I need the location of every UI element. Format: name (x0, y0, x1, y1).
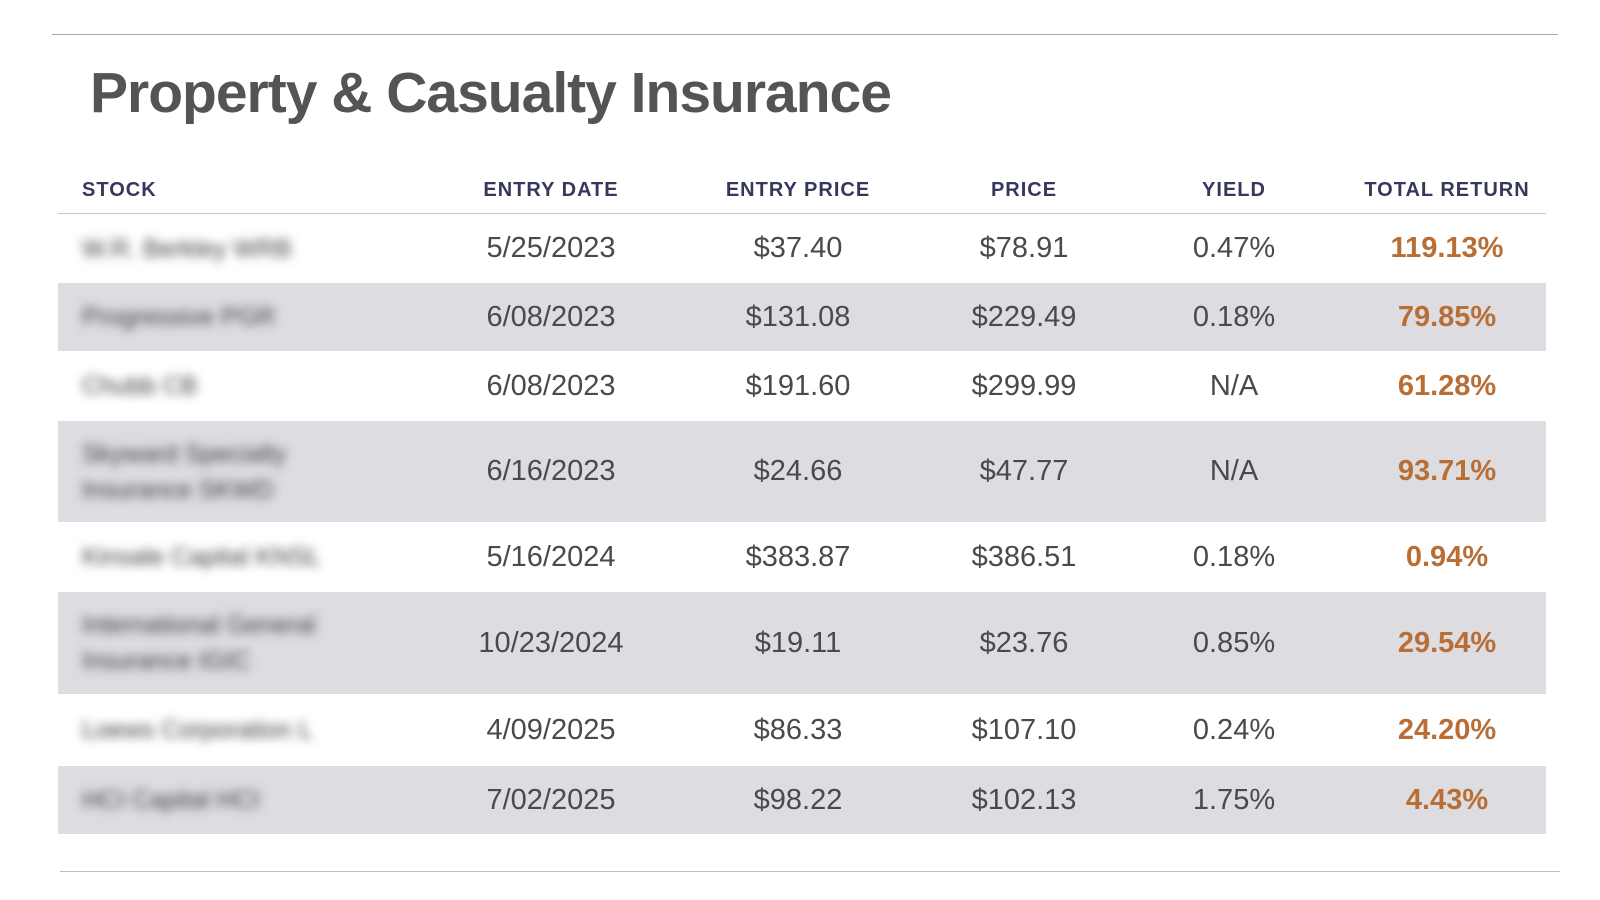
price-cell: $23.76 (979, 626, 1069, 659)
stock-name: W.R. Berkley WRB (82, 234, 292, 263)
price-cell: $386.51 (971, 540, 1077, 573)
entry-date-cell: 7/02/2025 (486, 783, 616, 816)
column-header-entry-date[interactable]: ENTRY DATE (483, 179, 619, 201)
yield-cell: 1.75% (1192, 783, 1276, 816)
price-cell: $102.13 (971, 783, 1077, 816)
entry-date-cell: 4/09/2025 (486, 713, 616, 746)
stock-cell: Progressive PGR (58, 299, 434, 335)
entry-date-cell: 5/25/2023 (486, 232, 616, 264)
column-header-price[interactable]: PRICE (990, 179, 1058, 201)
table-row: HCI Capital HCI 7/02/2025 $98.22 $102.13… (58, 766, 1546, 834)
total-return-cell: 61.28% (1397, 369, 1497, 402)
stock-cell: Kinsale Capital KNSL (58, 539, 434, 575)
yield-cell: 0.18% (1192, 540, 1276, 573)
table-row: Kinsale Capital KNSL 5/16/2024 $383.87 $… (58, 522, 1546, 592)
total-return-cell: 0.94% (1405, 540, 1489, 573)
yield-cell: N/A (1209, 455, 1259, 487)
entry-price-cell: $19.11 (754, 626, 842, 659)
column-header-yield[interactable]: YIELD (1202, 179, 1266, 201)
stock-cell: HCI Capital HCI (58, 782, 434, 818)
stock-cell: W.R. Berkley WRB (58, 231, 434, 267)
entry-price-cell: $86.33 (753, 713, 843, 746)
entry-date-cell: 6/08/2023 (486, 300, 616, 333)
entry-price-cell: $37.40 (753, 232, 843, 264)
yield-cell: 0.24% (1192, 713, 1276, 746)
yield-cell: 0.18% (1192, 300, 1276, 333)
total-return-cell: 93.71% (1397, 455, 1497, 487)
entry-price-cell: $131.08 (745, 300, 851, 333)
column-header-stock[interactable]: STOCK (82, 179, 157, 201)
yield-cell: N/A (1209, 369, 1259, 402)
entry-price-cell: $383.87 (745, 540, 851, 573)
table-row: Loews Corporation L 4/09/2025 $86.33 $10… (58, 694, 1546, 766)
yield-cell: 0.47% (1192, 232, 1276, 264)
stock-cell: Skyward Specialty Insurance SKWD (58, 436, 434, 508)
table-row: Skyward Specialty Insurance SKWD 6/16/20… (58, 421, 1546, 522)
table-row: Chubb CB 6/08/2023 $191.60 $299.99 N/A 6… (58, 351, 1546, 421)
entry-price-cell: $98.22 (753, 783, 843, 816)
stock-name: Skyward Specialty Insurance SKWD (82, 439, 287, 504)
stock-name: HCI Capital HCI (82, 786, 260, 814)
entry-date-cell: 6/08/2023 (486, 369, 616, 402)
total-return-cell: 24.20% (1397, 713, 1497, 746)
entry-date-cell: 10/23/2024 (478, 626, 624, 659)
price-cell: $229.49 (971, 300, 1077, 333)
table-row: Progressive PGR 6/08/2023 $131.08 $229.4… (58, 283, 1546, 351)
total-return-cell: 119.13% (1390, 232, 1504, 264)
entry-date-cell: 5/16/2024 (486, 540, 616, 573)
column-header-entry-price[interactable]: ENTRY PRICE (725, 179, 871, 201)
table-row: W.R. Berkley WRB 5/25/2023 $37.40 $78.91… (58, 214, 1546, 283)
table-row: International General Insurance IGIC 10/… (58, 592, 1546, 694)
table-header: STOCK ENTRY DATE ENTRY PRICE PRICE YIELD… (58, 168, 1546, 214)
stock-name: Chubb CB (82, 372, 198, 400)
price-cell: $78.91 (979, 232, 1069, 264)
stock-cell: Chubb CB (58, 368, 434, 404)
stock-name: Progressive PGR (82, 303, 276, 331)
entry-date-cell: 6/16/2023 (486, 455, 616, 487)
stock-name: Kinsale Capital KNSL (82, 543, 322, 571)
top-divider (52, 34, 1558, 35)
stock-name: Loews Corporation L (82, 716, 313, 744)
price-cell: $107.10 (971, 713, 1077, 746)
price-cell: $299.99 (971, 369, 1077, 402)
page-title: Property & Casualty Insurance (90, 61, 892, 125)
stock-name: International General Insurance IGIC (82, 611, 316, 675)
price-cell: $47.77 (979, 455, 1069, 487)
entry-price-cell: $191.60 (745, 369, 851, 402)
total-return-cell: 29.54% (1397, 626, 1497, 659)
stock-cell: International General Insurance IGIC (58, 607, 434, 679)
yield-cell: 0.85% (1192, 626, 1276, 659)
portfolio-table: STOCK ENTRY DATE ENTRY PRICE PRICE YIELD… (58, 168, 1546, 834)
total-return-cell: 4.43% (1405, 783, 1489, 816)
stock-cell: Loews Corporation L (58, 712, 434, 748)
total-return-cell: 79.85% (1397, 300, 1497, 333)
bottom-divider (60, 871, 1560, 872)
entry-price-cell: $24.66 (753, 455, 843, 487)
column-header-total-return[interactable]: TOTAL RETURN (1364, 179, 1530, 201)
